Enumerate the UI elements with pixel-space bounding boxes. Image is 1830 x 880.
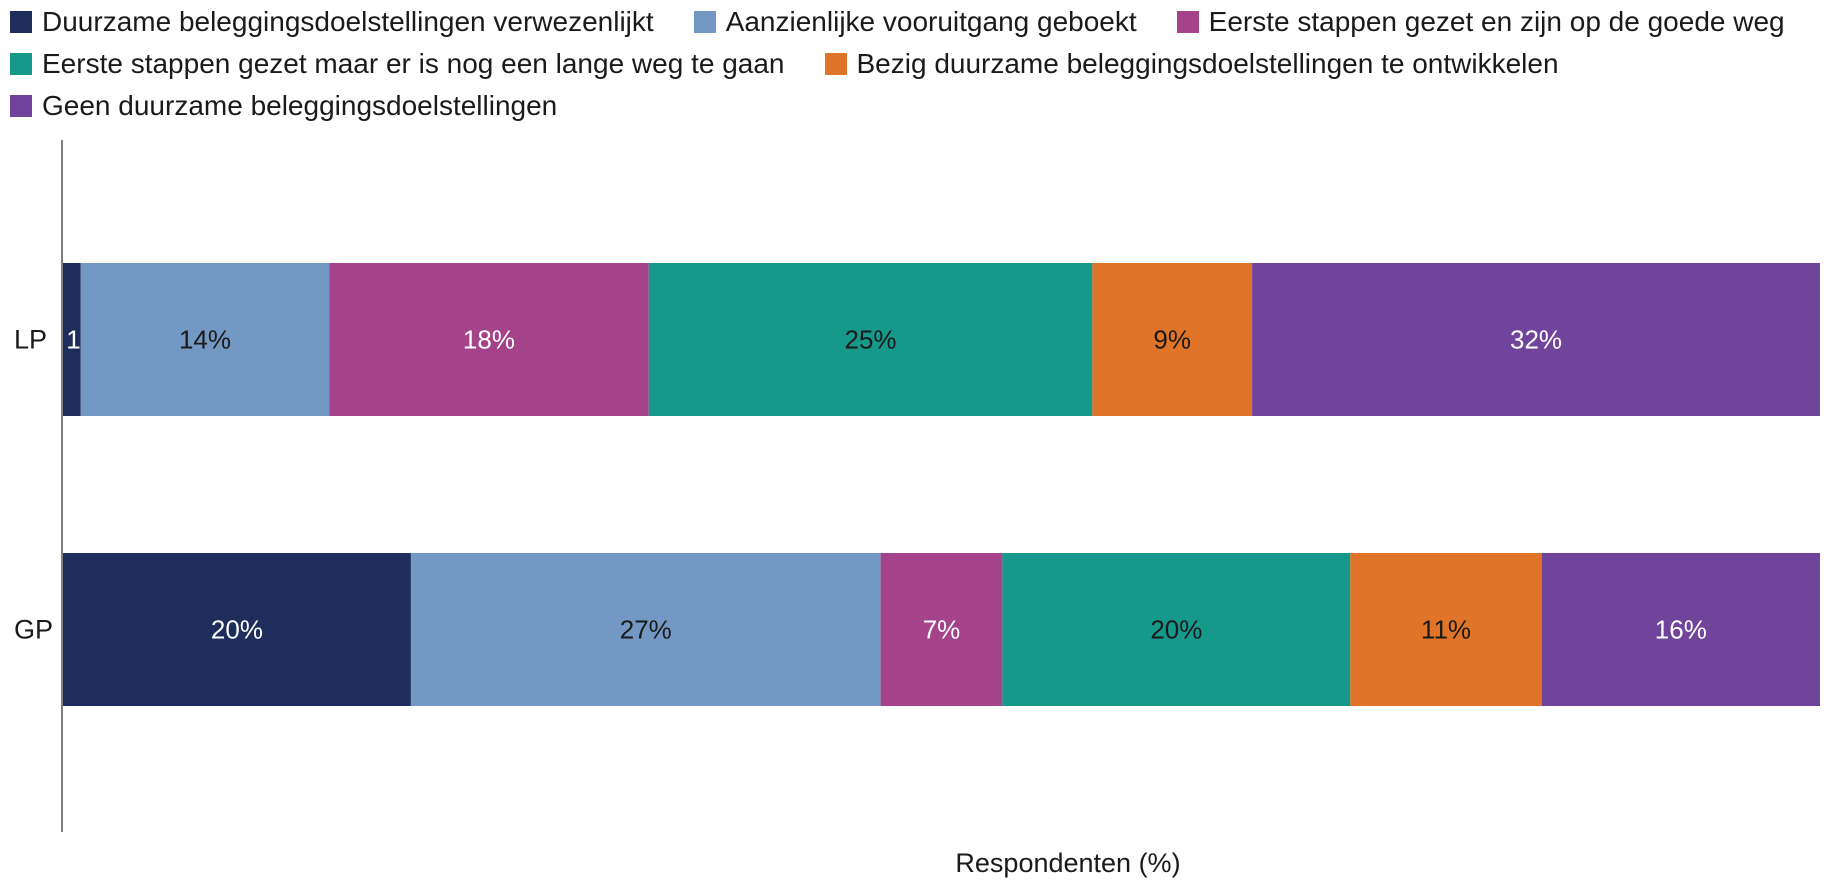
- legend-label: Aanzienlijke vooruitgang geboekt: [725, 6, 1137, 37]
- data-label: 32%: [1510, 325, 1562, 355]
- legend-label: Duurzame beleggingsdoelstellingen verwez…: [42, 6, 654, 37]
- data-label: 20%: [211, 615, 263, 645]
- bar-segment: [410, 553, 881, 706]
- bar-segment: [1002, 553, 1351, 706]
- bar-segment: [80, 263, 330, 416]
- data-label: 14%: [179, 325, 231, 355]
- category-label: LP: [14, 325, 47, 355]
- bar-segment: [63, 553, 411, 706]
- data-label: 16%: [1655, 615, 1707, 645]
- legend-label: Geen duurzame beleggingsdoelstellingen: [42, 90, 558, 121]
- legend-label: Eerste stappen gezet en zijn op de goede…: [1208, 6, 1785, 37]
- bar-segment: [1541, 553, 1820, 706]
- legend-item: Geen duurzame beleggingsdoelstellingen: [10, 90, 557, 122]
- data-label: 9%: [1153, 325, 1191, 355]
- legend-swatch: [10, 95, 32, 117]
- legend-item: Eerste stappen gezet maar er is nog een …: [10, 48, 785, 80]
- bar-segment: [880, 553, 1003, 706]
- chart-legend: Duurzame beleggingsdoelstellingen verwez…: [10, 6, 1820, 122]
- legend-item: Eerste stappen gezet en zijn op de goede…: [1176, 6, 1785, 38]
- bar-segment: [1350, 553, 1542, 706]
- bar-segment: [1092, 263, 1253, 416]
- legend-swatch: [824, 53, 847, 75]
- legend-swatch: [693, 11, 716, 33]
- legend-label: Eerste stappen gezet maar er is nog een …: [42, 48, 785, 79]
- legend-item: Duurzame beleggingsdoelstellingen verwez…: [10, 6, 654, 38]
- legend-swatch: [10, 11, 32, 33]
- legend-item: Bezig duurzame beleggingsdoelstellingen …: [824, 48, 1559, 80]
- bar-segment: [648, 263, 1093, 416]
- legend-item: Aanzienlijke vooruitgang geboekt: [693, 6, 1137, 38]
- data-label: 25%: [844, 325, 896, 355]
- data-label: 18%: [463, 325, 515, 355]
- legend-swatch: [10, 53, 32, 75]
- legend-swatch: [1176, 11, 1199, 33]
- bar-segment: [1252, 263, 1820, 416]
- bar-segment: [63, 263, 81, 416]
- legend-label: Bezig duurzame beleggingsdoelstellingen …: [856, 48, 1559, 79]
- category-label: GP: [14, 615, 53, 645]
- data-label: 7%: [923, 615, 961, 645]
- bar-segment: [329, 263, 649, 416]
- x-axis-label: Respondenten (%): [955, 848, 1180, 878]
- data-label: 11%: [1421, 615, 1471, 645]
- data-label: 27%: [620, 615, 672, 645]
- data-label: 20%: [1150, 615, 1202, 645]
